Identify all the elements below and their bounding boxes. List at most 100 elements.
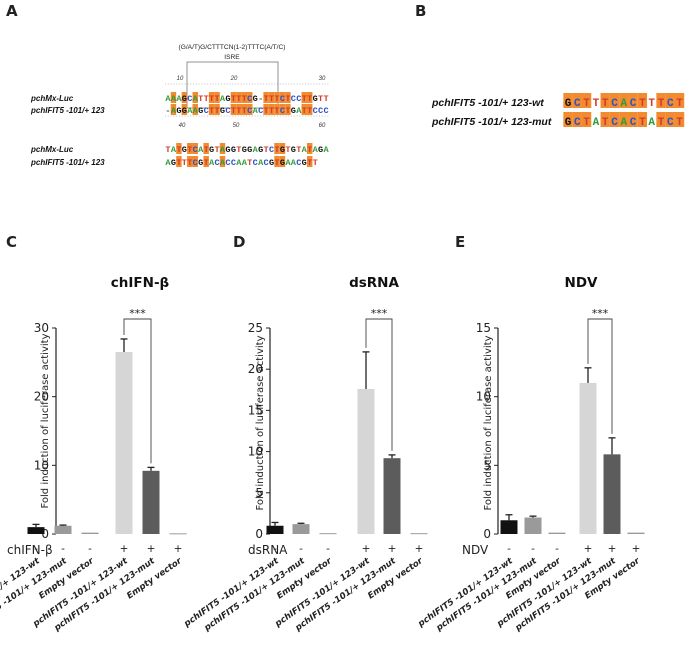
treatment-sign: - [507, 543, 511, 555]
nucleotide: T [198, 94, 203, 104]
conserved-highlight [600, 112, 610, 127]
nucleotide: A [220, 158, 226, 168]
nucleotide: T [242, 94, 247, 104]
nucleotide: T [658, 117, 665, 129]
bar [169, 533, 187, 535]
nucleotide: T [204, 145, 209, 155]
treatment-sign: - [531, 543, 535, 555]
y-tick-label: 15 [248, 403, 263, 417]
nucleotide: A [198, 145, 204, 155]
significance-bracket [587, 318, 613, 434]
treatment-sign: - [326, 543, 330, 555]
nucleotide: T [583, 117, 590, 129]
y-tick-label: 10 [476, 390, 491, 404]
bar [410, 533, 428, 535]
conserved-highlight [572, 112, 582, 127]
conserved-highlight [619, 112, 629, 127]
nucleotide: A [285, 158, 291, 168]
nucleotide: C [264, 158, 269, 168]
conserved-highlight [674, 93, 685, 108]
y-tick-label: 0 [255, 527, 263, 541]
bar [81, 532, 99, 534]
nucleotide: G [209, 145, 214, 155]
nucleotide: G [231, 145, 236, 155]
nucleotide: G [269, 158, 274, 168]
nucleotide: T [176, 158, 181, 168]
nucleotide: C [291, 94, 296, 104]
nucleotide: T [274, 94, 279, 104]
conserved-highlight [306, 92, 313, 103]
y-tick-label: 0 [483, 527, 491, 541]
conserved-highlight [572, 93, 582, 108]
conserved-highlight [241, 104, 248, 115]
conserved-highlight [563, 112, 573, 127]
conserved-highlight [170, 104, 177, 115]
treatment-sign: - [299, 543, 303, 555]
nucleotide: C [280, 106, 285, 116]
nucleotide: G [225, 94, 230, 104]
conserved-highlight [279, 92, 286, 103]
conserved-highlight [274, 104, 280, 115]
nucleotide: T [236, 145, 241, 155]
conserved-highlight [563, 93, 573, 108]
nucleotide: C [280, 94, 285, 104]
conserved-highlight [192, 104, 198, 115]
nucleotide: G [242, 145, 247, 155]
nucleotide: T [187, 145, 192, 155]
conserved-highlight [306, 156, 313, 167]
conserved-highlight [274, 92, 280, 103]
conserved-highlight [263, 104, 269, 115]
nucleotide: T [269, 106, 274, 116]
conserved-highlight [192, 92, 198, 103]
nucleotide: T [639, 98, 646, 110]
nucleotide: A [209, 158, 215, 168]
nucleotide: A [291, 158, 297, 168]
seq-name: pchMx-Luc [30, 145, 74, 154]
bar [266, 525, 284, 534]
bar [524, 517, 542, 534]
conserved-highlight [219, 143, 226, 154]
conserved-highlight [628, 93, 638, 108]
conserved-highlight [637, 112, 648, 127]
nucleotide: G [171, 158, 176, 168]
treatment-sign: + [120, 543, 129, 555]
nucleotide: T [583, 98, 590, 110]
nucleotide: T [307, 145, 312, 155]
nucleotide: A [296, 106, 302, 116]
conserved-highlight [581, 112, 592, 127]
nucleotide: T [676, 98, 683, 110]
treatment-sign: - [273, 543, 277, 555]
nucleotide: A [323, 145, 329, 155]
position-label: 60 [319, 123, 326, 129]
conserved-highlight [674, 112, 685, 127]
conserved-highlight [637, 93, 648, 108]
nucleotide: C [225, 158, 230, 168]
nucleotide: T [231, 94, 236, 104]
nucleotide: T [247, 158, 252, 168]
conserved-highlight [609, 93, 620, 108]
treatment-sign: + [388, 543, 397, 555]
y-tick-label: 20 [248, 362, 263, 376]
y-tick-label: 0 [41, 527, 49, 541]
nucleotide: G [182, 145, 187, 155]
nucleotide: A [171, 94, 177, 104]
nucleotide: - [258, 94, 263, 104]
conserved-highlight [656, 112, 666, 127]
conserved-highlight [600, 93, 610, 108]
nucleotide: C [258, 106, 263, 116]
conserved-highlight [609, 112, 620, 127]
nucleotide: C [204, 106, 209, 116]
nucleotide: T [264, 145, 269, 155]
nucleotide: T [593, 98, 600, 110]
significance-bracket [123, 318, 152, 464]
nucleotide: G [565, 117, 572, 129]
seq-name: pchIFIT5 -101/+ 123-wt [431, 97, 544, 109]
nucleotide: C [247, 94, 252, 104]
treatment-sign: - [34, 543, 38, 555]
alignment-b: G C T T T C A C T T T C TG C T A T C A C T A T C T [563, 93, 685, 129]
seq-name: pchIFIT5 -101/+ 123 [30, 106, 105, 115]
nucleotide: G [225, 145, 230, 155]
conserved-highlight [263, 92, 269, 103]
chart-title: chIFN-β [111, 275, 170, 291]
